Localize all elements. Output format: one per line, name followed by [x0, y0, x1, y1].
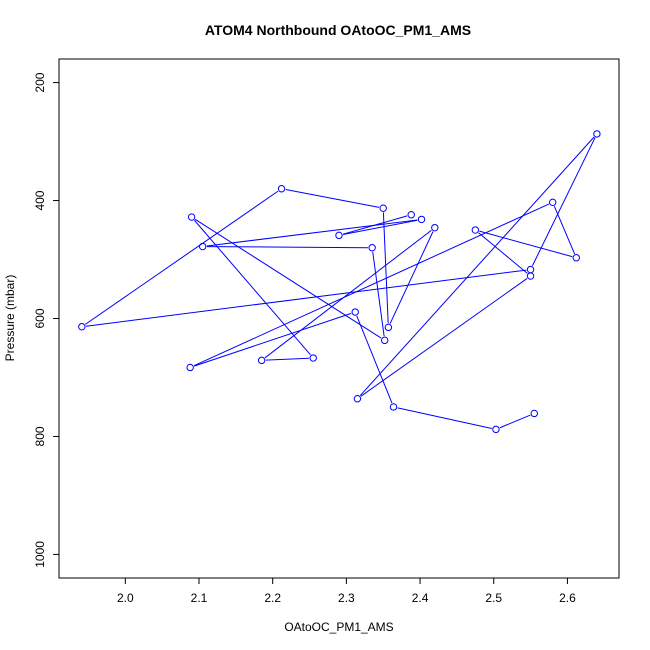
data-point — [548, 198, 557, 207]
series-segment — [285, 189, 380, 208]
data-point — [277, 185, 286, 193]
series-segment — [193, 312, 352, 367]
series-segment — [194, 218, 382, 339]
series-segment — [85, 190, 279, 325]
data-point — [417, 215, 426, 224]
data-point — [389, 403, 398, 411]
data-point — [526, 265, 535, 274]
data-point — [335, 231, 343, 240]
data-point — [572, 254, 580, 262]
x-tick-label: 2.1 — [191, 591, 208, 605]
data-point — [530, 409, 538, 418]
x-tick-label: 2.0 — [117, 591, 134, 605]
series-segment — [343, 219, 418, 236]
series-segment — [206, 219, 418, 247]
chart-title: ATOM4 Northbound OAtoOC_PM1_AMS — [205, 22, 471, 38]
data-point — [407, 211, 415, 219]
series-segment — [356, 315, 393, 404]
x-axis-label: OAtoOC_PM1_AMS — [284, 620, 393, 634]
series-segment — [531, 137, 596, 266]
data-point — [593, 130, 601, 138]
data-point — [198, 242, 207, 251]
series-segment — [397, 407, 492, 429]
series-segment — [478, 232, 528, 274]
series-segment — [389, 231, 434, 324]
y-tick-label: 800 — [33, 426, 47, 446]
x-tick-label: 2.3 — [338, 591, 355, 605]
y-tick-label: 200 — [33, 72, 47, 92]
x-tick-label: 2.6 — [559, 591, 576, 605]
data-point — [471, 226, 480, 234]
data-point — [78, 323, 86, 331]
x-axis: 2.0 2.1 2.2 2.3 2.4 2.5 2.6 — [117, 578, 576, 605]
data-point — [380, 336, 389, 345]
data-point — [351, 308, 359, 316]
data-point — [431, 223, 439, 232]
y-tick-label: 1000 — [33, 541, 47, 568]
data-point — [309, 354, 317, 362]
series-segment — [264, 229, 432, 359]
x-tick-label: 2.5 — [485, 591, 502, 605]
series-points — [78, 130, 601, 434]
y-axis-label: Pressure (mbar) — [3, 275, 17, 362]
series-segment — [206, 246, 368, 249]
data-point — [187, 213, 196, 221]
x-tick-label: 2.2 — [264, 591, 281, 605]
series-segment — [359, 136, 595, 396]
series-segment — [265, 357, 310, 361]
series-segment — [382, 212, 389, 324]
data-point — [368, 244, 376, 252]
data-point — [379, 204, 387, 212]
series-segment — [85, 269, 527, 327]
series-segment — [372, 251, 385, 337]
data-point — [353, 395, 362, 403]
y-tick-label: 600 — [33, 308, 47, 328]
series-segment — [479, 230, 573, 258]
series-segment — [499, 414, 531, 429]
data-point — [186, 363, 194, 372]
x-tick-label: 2.4 — [412, 591, 429, 605]
series-segment — [193, 219, 311, 356]
series-segment — [342, 215, 408, 235]
series-segment — [360, 278, 528, 397]
data-point — [384, 323, 393, 332]
data-point — [492, 425, 500, 434]
y-axis: 200 400 600 800 1000 — [33, 72, 59, 568]
series-lines — [85, 136, 596, 429]
series-segment — [193, 203, 550, 367]
y-tick-label: 400 — [33, 190, 47, 210]
data-point — [257, 356, 266, 365]
